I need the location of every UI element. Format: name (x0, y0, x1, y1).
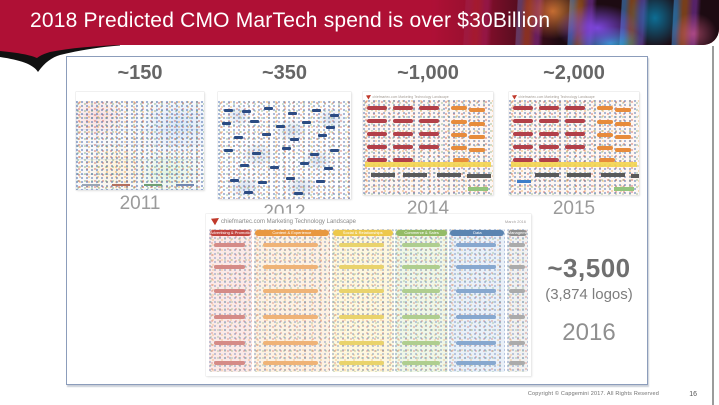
thumbnail-title: chiefmartec.com Marketing Technology Lan… (372, 95, 449, 100)
year-2011: 2011 (119, 193, 161, 214)
thumbnail-header: chiefmartec.com Marketing Technology Lan… (363, 92, 493, 101)
column-header: Advertising & Promotion (210, 230, 252, 236)
slide-title: 2018 Predicted CMO MarTech spend is over… (30, 9, 551, 32)
column-commerce-sales: Commerce & Sales (395, 229, 448, 372)
ribbon-curl-icon (0, 40, 120, 72)
category-bars (371, 173, 395, 177)
thumbnail-date: March 2016 (504, 219, 526, 224)
category-band (365, 162, 491, 167)
category-pill (614, 187, 634, 191)
featured-caption: ~3,500 (3,874 logos) 2016 (533, 253, 645, 347)
thumbnail-header: chiefmartec.com Marketing Technology Lan… (509, 92, 639, 101)
landscape-figure-2015: ~2,000 chiefmartec.com Marketing Technol… (509, 62, 639, 220)
thumbnail-title: chiefmartec.com Marketing Technology Lan… (221, 218, 356, 225)
landscape-2015-thumbnail: chiefmartec.com Marketing Technology Lan… (509, 92, 639, 195)
chiefmartec-logo-icon (211, 217, 219, 225)
page-number: 16 (689, 391, 697, 398)
year-2015: 2015 (552, 198, 596, 219)
column-header: Content & Experience (254, 230, 330, 236)
column-header: Commerce & Sales (396, 230, 447, 236)
category-pill (468, 187, 488, 191)
logo-mosaic (509, 100, 639, 195)
column-content-experience: Content & Experience (253, 229, 331, 372)
logo-mosaic (363, 100, 493, 195)
landscape-2011-thumbnail: Marketing Technology Landscape (76, 92, 204, 190)
logo-mosaic (76, 101, 204, 190)
year-2014: 2014 (406, 198, 450, 219)
column-data: Data (449, 229, 506, 372)
copyright-text: Copyright © Capgemini 2017. All Rights R… (527, 391, 659, 397)
banner-red-overlay (0, 0, 719, 45)
category-columns: Advertising & Promotion Content & Experi… (209, 229, 528, 372)
landscape-figure-2014: ~1,000 chiefmartec.com Marketing Technol… (363, 62, 493, 220)
chiefmartec-logo-icon (366, 94, 371, 100)
count-2015: ~2,000 (543, 62, 605, 84)
category-bars (535, 173, 559, 177)
landscape-2016-thumbnail: chiefmartec.com Marketing Technology Lan… (206, 214, 531, 376)
column-advertising-promotion: Advertising & Promotion (209, 229, 253, 372)
category-pill-blue (517, 180, 531, 183)
column-header: Data (450, 230, 505, 236)
thumbnail-title: chiefmartec.com Marketing Technology Lan… (518, 95, 595, 100)
landscape-figure-2012: ~350 Marketing Technology Landscape 2012 (218, 62, 351, 224)
slide-right-edge (712, 46, 714, 405)
column-social-relationships: Social & Relationships (331, 229, 394, 372)
year-2016: 2016 (562, 319, 616, 346)
landscape-figure-2011: ~150 Marketing Technology Landscape 2011 (76, 62, 204, 215)
thumbnail-header: Marketing Technology Landscape (76, 92, 204, 108)
content-panel: ~150 Marketing Technology Landscape 2011… (66, 56, 648, 385)
thumbnail-header: Marketing Technology Landscape (218, 92, 351, 108)
logos-count: (3,874 logos) (545, 286, 633, 303)
logo-mosaic (218, 101, 351, 199)
count-2016: ~3,500 (547, 253, 631, 283)
column-management: Management (506, 229, 528, 372)
column-header: Management (507, 230, 527, 236)
landscape-2012-thumbnail: Marketing Technology Landscape (218, 92, 351, 199)
count-2014: ~1,000 (397, 62, 459, 84)
count-2011: ~150 (117, 62, 163, 84)
category-band (511, 162, 637, 167)
column-header: Social & Relationships (332, 230, 393, 236)
count-2012: ~350 (261, 62, 308, 84)
chiefmartec-logo-icon (512, 94, 517, 100)
title-banner: 2018 Predicted CMO MarTech spend is over… (0, 0, 719, 45)
thumbnail-header: chiefmartec.com Marketing Technology Lan… (206, 214, 531, 229)
landscape-2014-thumbnail: chiefmartec.com Marketing Technology Lan… (363, 92, 493, 195)
